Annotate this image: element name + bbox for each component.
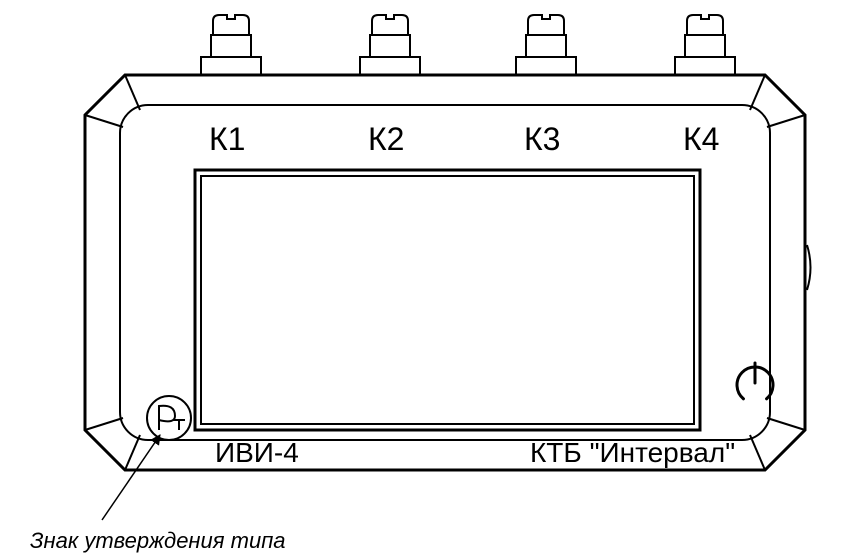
connector-k3 bbox=[516, 15, 576, 75]
power-button-icon[interactable] bbox=[737, 367, 773, 403]
device-screen[interactable] bbox=[195, 170, 700, 430]
svg-text:Знак утверждения типа: Знак утверждения типа bbox=[30, 528, 286, 553]
connector-k4 bbox=[675, 15, 735, 75]
approval-mark-icon bbox=[147, 396, 191, 440]
connector-k1 bbox=[201, 15, 261, 75]
connector-k2 bbox=[360, 15, 420, 75]
